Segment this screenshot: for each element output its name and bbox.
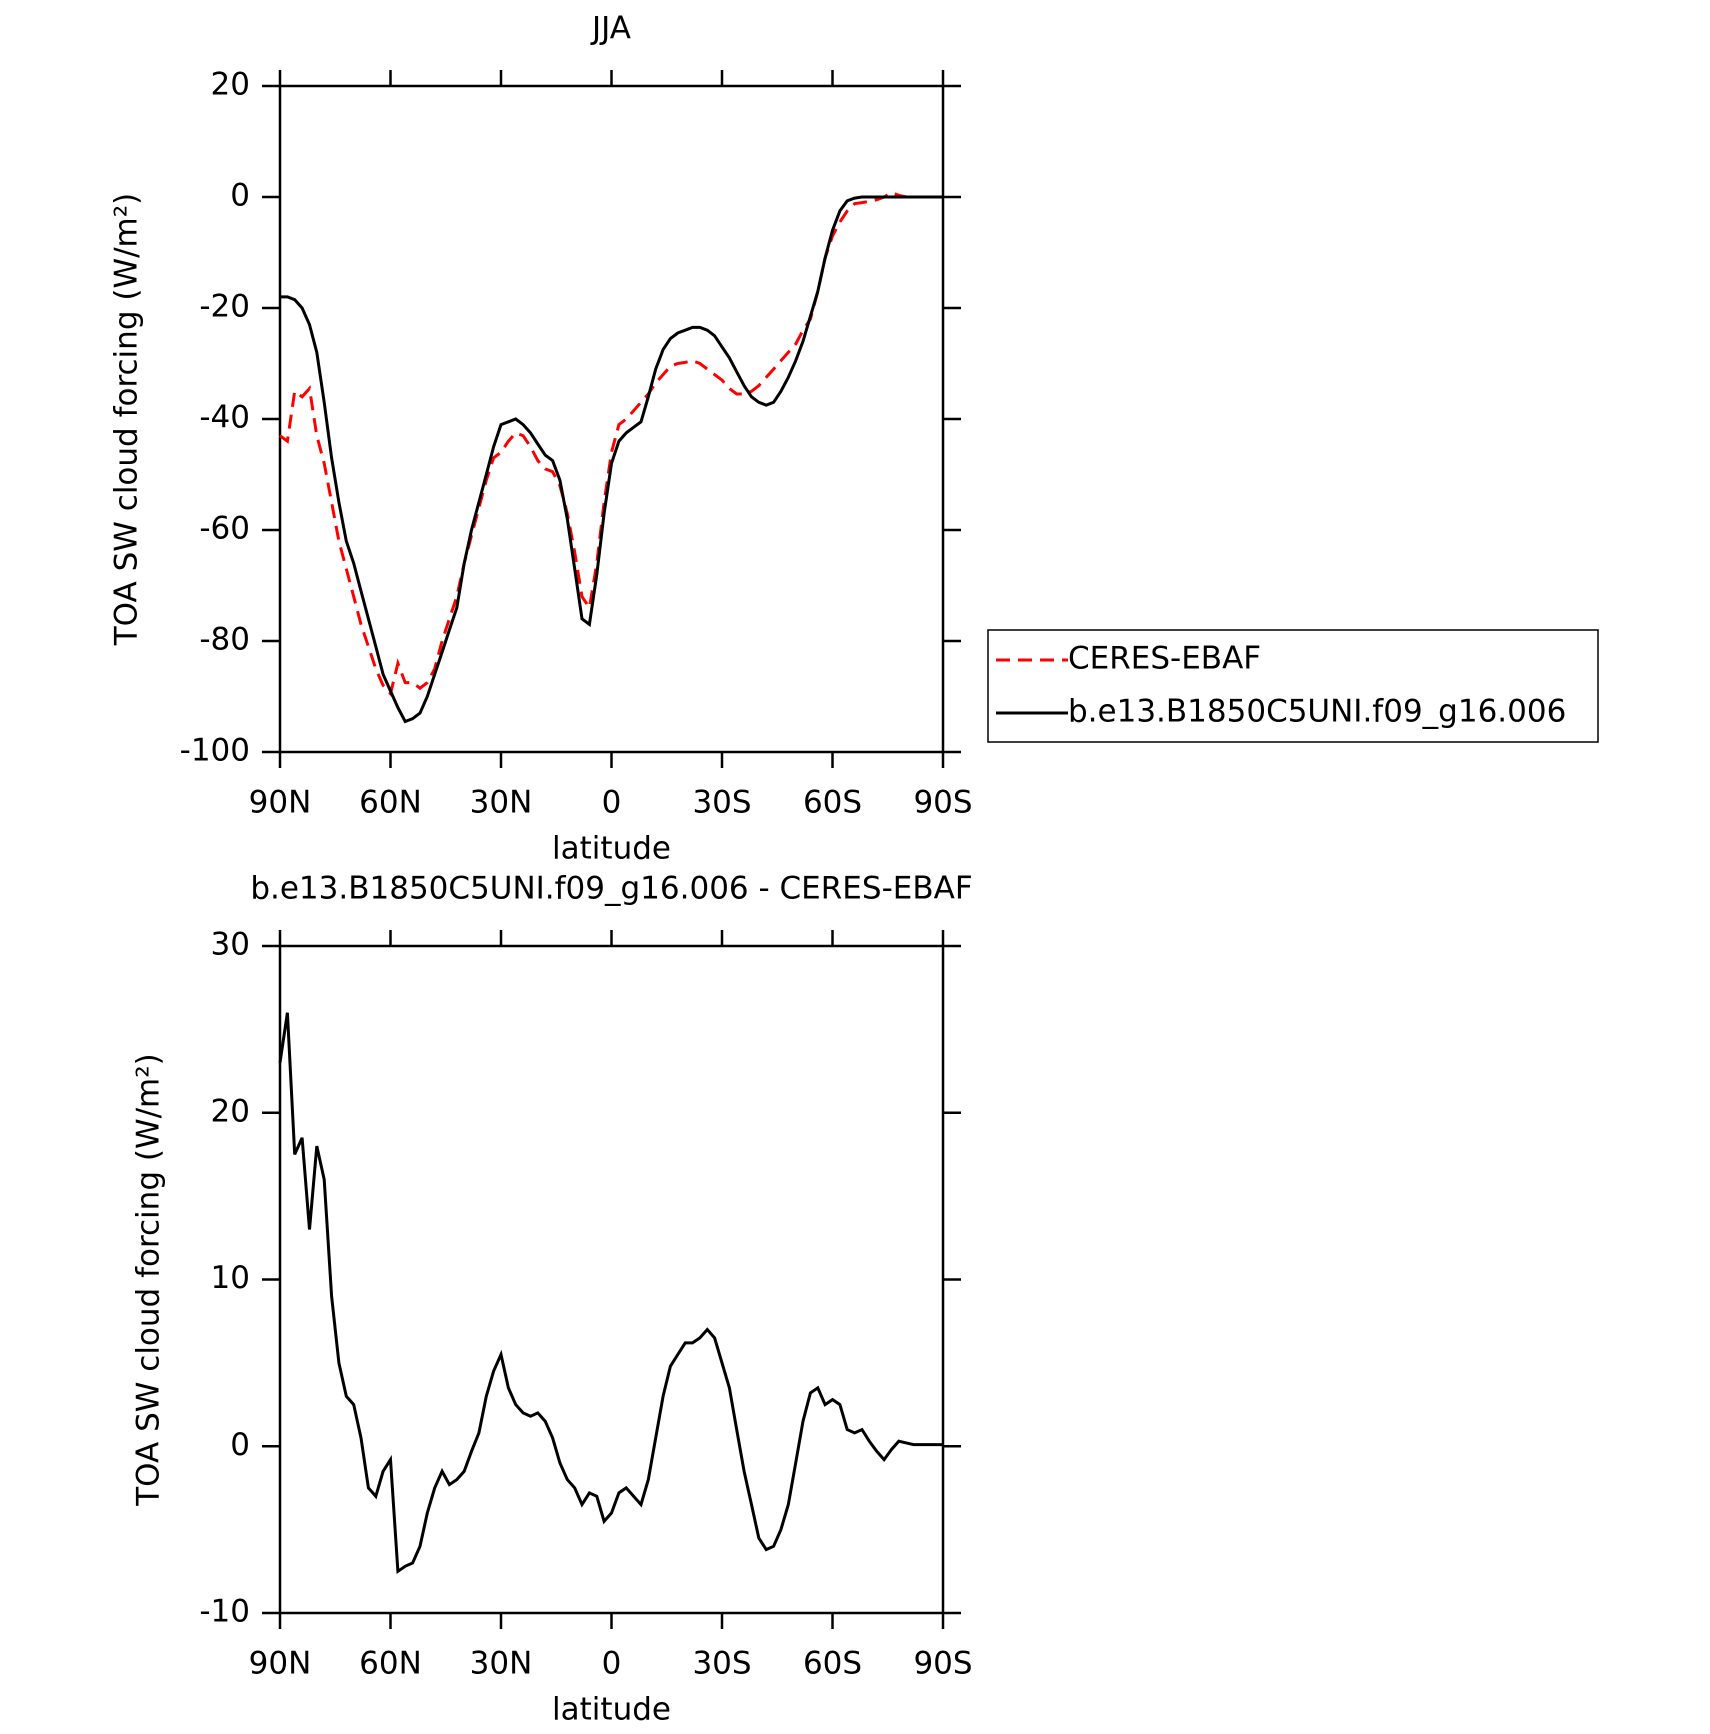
x-axis-label: latitude	[552, 1692, 671, 1728]
y-tick-label: -20	[199, 289, 250, 325]
x-tick-label: 30N	[470, 785, 533, 821]
x-tick-label: 60S	[803, 785, 862, 821]
x-tick-label: 60N	[359, 1646, 422, 1682]
y-tick-label: 20	[211, 1093, 250, 1129]
y-tick-label: 10	[211, 1260, 250, 1296]
x-tick-label: 0	[602, 1646, 622, 1682]
data-line	[279, 190, 943, 697]
legend-label: b.e13.B1850C5UNI.f09_g16.006	[1068, 694, 1566, 730]
y-axis-label: TOA SW cloud forcing (W/m²)	[109, 193, 145, 647]
legend-label: CERES-EBAF	[1068, 641, 1261, 677]
y-tick-label: 0	[230, 178, 250, 214]
y-tick-label: -60	[199, 511, 250, 547]
x-tick-label: 90S	[913, 1646, 972, 1682]
y-tick-label: 20	[211, 67, 250, 103]
y-tick-label: -80	[199, 622, 250, 658]
chart-title: JJA	[590, 11, 631, 47]
legend-box	[987, 629, 1599, 743]
y-tick-label: 30	[211, 927, 250, 963]
y-tick-label: 0	[230, 1427, 250, 1463]
x-tick-label: 0	[602, 785, 622, 821]
x-tick-label: 90N	[249, 1646, 312, 1682]
y-tick-label: -40	[199, 400, 250, 436]
y-axis-label: TOA SW cloud forcing (W/m²)	[131, 1053, 167, 1507]
x-tick-label: 60N	[359, 785, 422, 821]
plot-frame	[278, 84, 945, 754]
data-line	[278, 1012, 943, 1575]
chart-title: b.e13.B1850C5UNI.f09_g16.006 - CERES-EBA…	[250, 871, 972, 907]
x-tick-label: 30S	[692, 785, 751, 821]
x-tick-label: 30N	[470, 1646, 533, 1682]
y-tick-label: -10	[199, 1594, 250, 1630]
x-axis-label: latitude	[552, 831, 671, 867]
x-tick-label: 30S	[692, 1646, 751, 1682]
data-line	[280, 195, 943, 724]
x-tick-label: 90S	[913, 785, 972, 821]
x-tick-label: 60S	[803, 1646, 862, 1682]
y-tick-label: -100	[180, 733, 250, 769]
x-tick-label: 90N	[249, 785, 312, 821]
